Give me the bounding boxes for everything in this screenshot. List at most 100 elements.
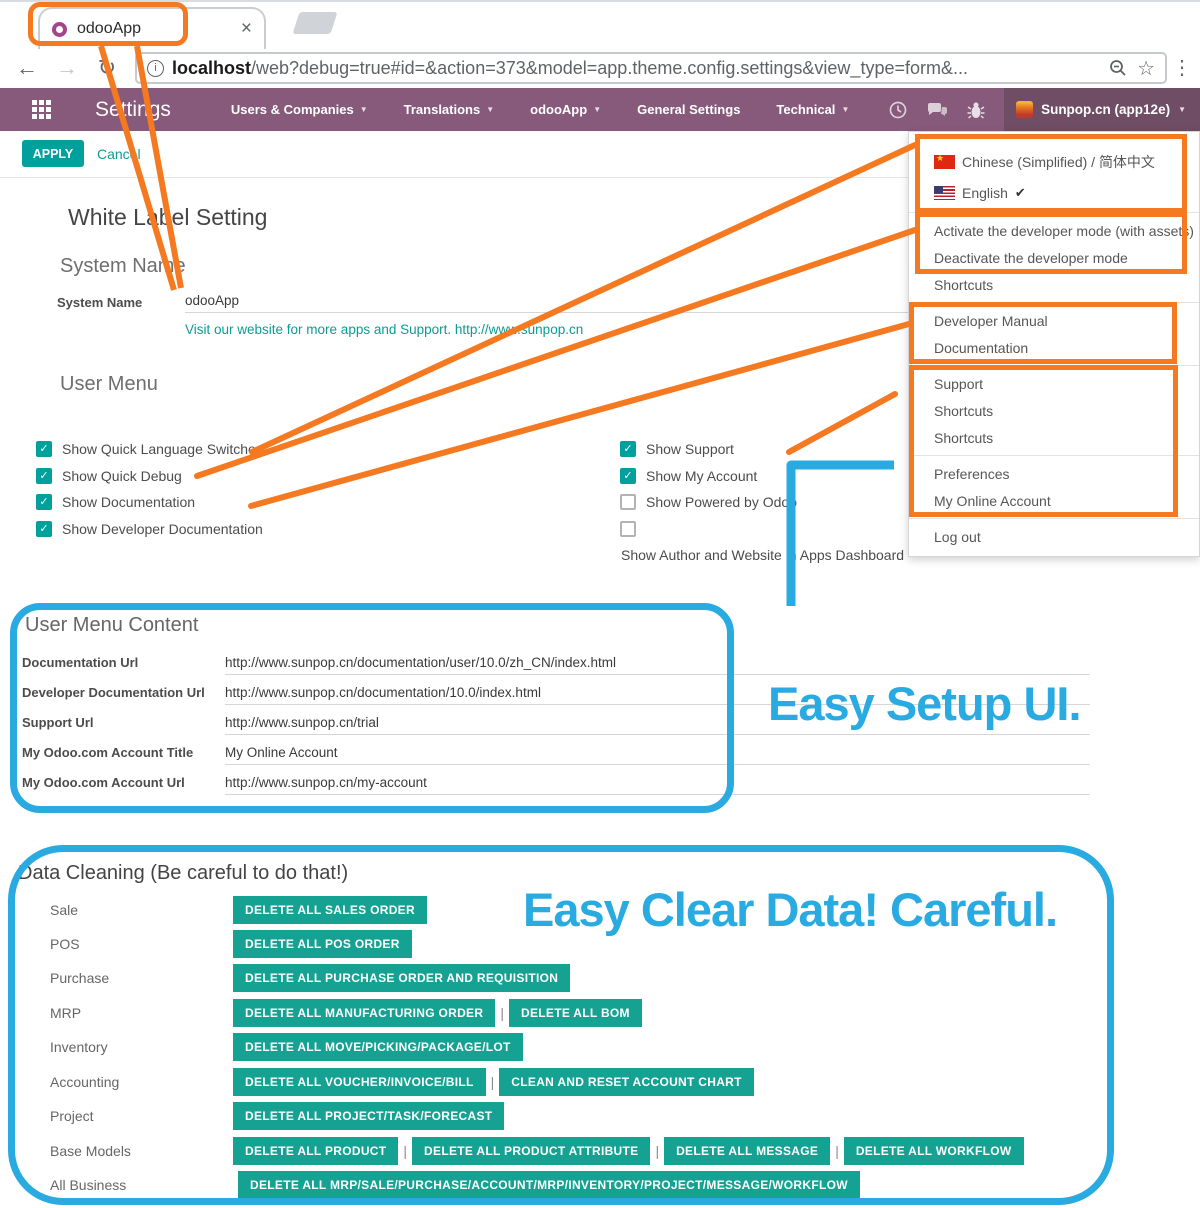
page-title: White Label Setting	[68, 204, 268, 230]
data-cleaning-row-mrp: MRP DELETE ALL MANUFACTURING ORDER | DEL…	[0, 999, 1110, 1027]
browser-tab[interactable]: odooApp ×	[38, 7, 266, 49]
field-input[interactable]: http://www.sunpop.cn/documentation/10.0/…	[225, 685, 541, 700]
data-cleaning-row-project: Project DELETE ALL PROJECT/TASK/FORECAST	[0, 1102, 1110, 1130]
field-underline	[225, 734, 1090, 735]
button-separator: |	[655, 1143, 660, 1159]
menu-item-preferences[interactable]: Preferences	[934, 465, 1010, 482]
checkbox-show-developer-documentation[interactable]: ✓ Show Developer Documentation	[36, 521, 263, 537]
checkbox-label: Show Quick Language Switcher	[62, 441, 261, 457]
checkbox-label: Show Quick Debug	[62, 468, 182, 484]
cancel-link[interactable]: Cancel	[97, 146, 141, 162]
caret-down-icon: ▼	[841, 105, 850, 114]
easy-setup-callout: Easy Setup UI.	[768, 677, 1081, 730]
menu-item-shortcuts-1[interactable]: Shortcuts	[934, 276, 994, 293]
checkbox-show-documentation[interactable]: ✓ Show Documentation	[36, 494, 195, 510]
field-underline	[225, 764, 1090, 765]
delete-purchase-order-button[interactable]: DELETE ALL PURCHASE ORDER AND REQUISITIO…	[233, 964, 571, 992]
checkbox-unchecked-icon[interactable]	[620, 521, 636, 537]
menu-general-settings[interactable]: General Settings	[637, 102, 741, 117]
delete-manufacturing-order-button[interactable]: DELETE ALL MANUFACTURING ORDER	[233, 999, 496, 1027]
delete-workflow-button[interactable]: DELETE ALL WORKFLOW	[843, 1137, 1024, 1165]
field-my-odoo-account-title: My Odoo.com Account Title My Online Acco…	[22, 745, 338, 760]
menu-divider	[909, 302, 1199, 303]
new-tab-button[interactable]	[292, 12, 338, 34]
checkbox-checked-icon[interactable]: ✓	[36, 468, 52, 484]
checkbox-show-quick-language-switcher[interactable]: ✓ Show Quick Language Switcher	[36, 441, 260, 457]
menu-item-english[interactable]: English ✔	[909, 177, 1199, 208]
field-underline	[225, 704, 1090, 705]
field-input[interactable]: http://www.sunpop.cn/trial	[225, 715, 379, 730]
bug-icon[interactable]	[966, 100, 986, 120]
system-name-label: System Name	[57, 295, 143, 310]
field-developer-documentation-url: Developer Documentation Url http://www.s…	[22, 685, 541, 700]
clean-reset-account-chart-button[interactable]: CLEAN AND RESET ACCOUNT CHART	[499, 1068, 754, 1096]
refresh-icon[interactable]: ↻	[97, 54, 117, 80]
checkbox-show-author-website[interactable]	[620, 521, 646, 537]
selected-check-icon: ✔	[1014, 184, 1026, 200]
checkbox-checked-icon[interactable]: ✓	[36, 494, 52, 510]
field-input[interactable]: http://www.sunpop.cn/my-account	[225, 775, 427, 790]
checkbox-show-my-account[interactable]: ✓ Show My Account	[620, 468, 757, 484]
url-bar[interactable]: i localhost/web?debug=true#id=&action=37…	[135, 52, 1167, 84]
checkbox-show-quick-debug[interactable]: ✓ Show Quick Debug	[36, 468, 182, 484]
info-icon[interactable]: i	[147, 59, 164, 77]
menu-odooapp[interactable]: odooApp ▼	[530, 102, 602, 117]
system-name-input[interactable]: odooApp	[185, 293, 240, 308]
menu-item-shortcuts-2[interactable]: Shortcuts	[934, 402, 994, 419]
browser-menu-icon[interactable]: ⋮	[1172, 57, 1192, 79]
menu-users-companies[interactable]: Users & Companies ▼	[230, 102, 368, 117]
website-link[interactable]: Visit our website for more apps and Supp…	[185, 322, 584, 337]
checkbox-show-support[interactable]: ✓ Show Support	[620, 441, 734, 457]
data-cleaning-row-all-business: All Business DELETE ALL MRP/SALE/PURCHAS…	[0, 1171, 1110, 1199]
menu-item-my-online-account[interactable]: My Online Account	[934, 492, 1051, 509]
button-separator: |	[403, 1143, 408, 1159]
messages-icon[interactable]	[926, 100, 948, 120]
menu-translations[interactable]: Translations ▼	[403, 102, 495, 117]
delete-sales-order-button[interactable]: DELETE ALL SALES ORDER	[233, 896, 427, 924]
apps-grid-icon[interactable]	[32, 100, 51, 119]
delete-message-button[interactable]: DELETE ALL MESSAGE	[664, 1137, 831, 1165]
delete-product-button[interactable]: DELETE ALL PRODUCT	[233, 1137, 399, 1165]
checkbox-checked-icon[interactable]: ✓	[36, 441, 52, 457]
delete-move-picking-button[interactable]: DELETE ALL MOVE/PICKING/PACKAGE/LOT	[233, 1033, 523, 1061]
apply-button[interactable]: APPLY	[22, 140, 84, 167]
menu-item-support[interactable]: Support	[934, 375, 984, 392]
menu-item-developer-manual[interactable]: Developer Manual	[934, 312, 1048, 329]
tab-title: odooApp	[77, 20, 142, 37]
delete-voucher-invoice-button[interactable]: DELETE ALL VOUCHER/INVOICE/BILL	[233, 1068, 486, 1096]
delete-bom-button[interactable]: DELETE ALL BOM	[508, 999, 642, 1027]
checkbox-checked-icon[interactable]: ✓	[620, 468, 636, 484]
back-icon[interactable]: ←	[16, 54, 38, 80]
bookmark-star-icon[interactable]: ☆	[1137, 57, 1155, 80]
menu-item-chinese[interactable]: Chinese (Simplified) / 简体中文	[909, 146, 1199, 177]
button-separator: |	[835, 1143, 839, 1159]
field-input[interactable]: http://www.sunpop.cn/documentation/user/…	[225, 655, 616, 670]
delete-project-task-button[interactable]: DELETE ALL PROJECT/TASK/FORECAST	[233, 1102, 505, 1130]
delete-product-attribute-button[interactable]: DELETE ALL PRODUCT ATTRIBUTE	[412, 1137, 651, 1165]
data-cleaning-row-purchase: Purchase DELETE ALL PURCHASE ORDER AND R…	[0, 964, 1110, 992]
user-name: Sunpop.cn (app12e)	[1041, 102, 1171, 117]
menu-item-log-out[interactable]: Log out	[934, 528, 981, 545]
delete-all-business-button[interactable]: DELETE ALL MRP/SALE/PURCHASE/ACCOUNT/MRP…	[238, 1171, 860, 1199]
checkbox-checked-icon[interactable]: ✓	[620, 441, 636, 457]
checkbox-show-powered-by-odoo[interactable]: Show Powered by Odoo	[620, 494, 797, 510]
zoom-icon[interactable]	[1109, 59, 1127, 77]
activity-clock-icon[interactable]	[888, 100, 908, 120]
user-menu-button[interactable]: Sunpop.cn (app12e) ▼	[1004, 88, 1200, 131]
menu-item-shortcuts-3[interactable]: Shortcuts	[934, 429, 994, 446]
language-switcher-line	[249, 142, 918, 455]
checkbox-checked-icon[interactable]: ✓	[36, 521, 52, 537]
checkbox-label: Show Developer Documentation	[62, 521, 263, 537]
button-separator: |	[500, 1005, 504, 1021]
menu-technical[interactable]: Technical ▼	[776, 102, 850, 117]
checkbox-unchecked-icon[interactable]	[620, 494, 636, 510]
menu-item-documentation[interactable]: Documentation	[934, 339, 1029, 356]
close-tab-icon[interactable]: ×	[240, 18, 252, 39]
menu-item-activate-developer-mode[interactable]: Activate the developer mode (with assets…	[934, 222, 1194, 239]
data-cleaning-row-accounting: Accounting DELETE ALL VOUCHER/INVOICE/BI…	[0, 1068, 1110, 1096]
delete-pos-order-button[interactable]: DELETE ALL POS ORDER	[233, 930, 412, 958]
field-input[interactable]: My Online Account	[225, 745, 338, 760]
menu-divider	[909, 455, 1199, 456]
menu-item-deactivate-developer-mode[interactable]: Deactivate the developer mode	[934, 249, 1128, 266]
system-name-heading: System Name	[60, 255, 186, 277]
